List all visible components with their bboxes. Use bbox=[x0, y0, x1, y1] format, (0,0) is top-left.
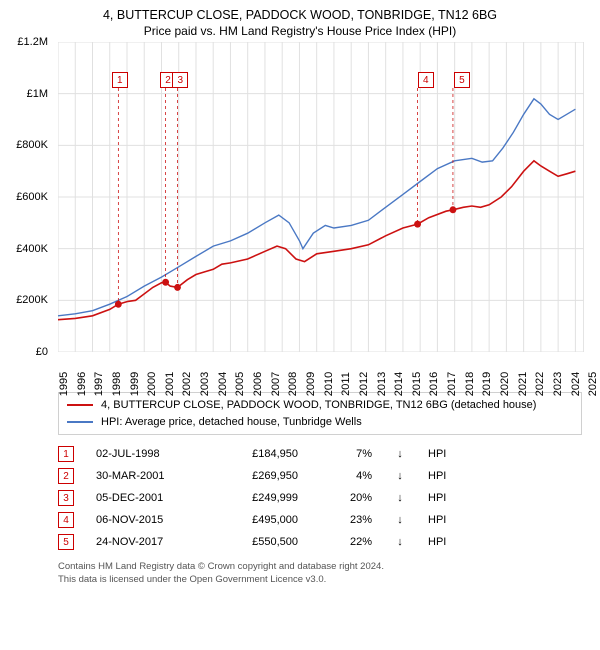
legend-label: HPI: Average price, detached house, Tunb… bbox=[101, 414, 362, 431]
x-tick-label: 2023 bbox=[552, 372, 564, 396]
x-tick-label: 2021 bbox=[517, 372, 529, 396]
sale-date: 30-MAR-2001 bbox=[96, 470, 196, 482]
x-tick-label: 2013 bbox=[376, 372, 388, 396]
footer-line-2: This data is licensed under the Open Gov… bbox=[58, 574, 582, 587]
down-arrow-icon: ↓ bbox=[394, 448, 406, 460]
chart-svg bbox=[58, 42, 584, 352]
sale-date: 05-DEC-2001 bbox=[96, 492, 196, 504]
sale-marker-3: 3 bbox=[172, 72, 188, 88]
title-subtitle: Price paid vs. HM Land Registry's House … bbox=[6, 24, 594, 38]
sale-index-box: 3 bbox=[58, 490, 74, 506]
footer-attribution: Contains HM Land Registry data © Crown c… bbox=[58, 561, 582, 587]
y-tick-label: £1.2M bbox=[17, 36, 48, 48]
sale-price: £249,999 bbox=[218, 492, 298, 504]
down-arrow-icon: ↓ bbox=[394, 514, 406, 526]
sale-row: 4 06-NOV-2015 £495,000 23% ↓ HPI bbox=[58, 509, 582, 531]
y-tick-label: £200K bbox=[16, 294, 48, 306]
y-tick-label: £800K bbox=[16, 139, 48, 151]
x-tick-label: 2022 bbox=[534, 372, 546, 396]
sale-hpi-label: HPI bbox=[428, 448, 458, 460]
sale-price: £550,500 bbox=[218, 536, 298, 548]
sale-hpi-label: HPI bbox=[428, 536, 458, 548]
sale-marker-4: 4 bbox=[418, 72, 434, 88]
sales-table: 1 02-JUL-1998 £184,950 7% ↓ HPI 2 30-MAR-2001 £2… bbox=[58, 443, 582, 553]
x-tick-label: 1996 bbox=[76, 372, 88, 396]
sale-pct: 22% bbox=[320, 536, 372, 548]
legend-row: HPI: Average price, detached house, Tunb… bbox=[67, 414, 573, 431]
x-tick-label: 2005 bbox=[234, 372, 246, 396]
x-tick-label: 2006 bbox=[252, 372, 264, 396]
x-tick-label: 2009 bbox=[305, 372, 317, 396]
legend-row: 4, BUTTERCUP CLOSE, PADDOCK WOOD, TONBRI… bbox=[67, 397, 573, 414]
x-tick-label: 2003 bbox=[199, 372, 211, 396]
x-tick-label: 2002 bbox=[181, 372, 193, 396]
x-tick-label: 2016 bbox=[428, 372, 440, 396]
x-tick-label: 2001 bbox=[164, 372, 176, 396]
y-tick-label: £600K bbox=[16, 191, 48, 203]
x-tick-label: 2012 bbox=[358, 372, 370, 396]
sale-pct: 4% bbox=[320, 470, 372, 482]
legend-swatch bbox=[67, 404, 93, 406]
x-tick-label: 2014 bbox=[393, 372, 405, 396]
x-tick-label: 1997 bbox=[93, 372, 105, 396]
legend-label: 4, BUTTERCUP CLOSE, PADDOCK WOOD, TONBRI… bbox=[101, 397, 536, 414]
x-tick-label: 2025 bbox=[587, 372, 599, 396]
sale-row: 1 02-JUL-1998 £184,950 7% ↓ HPI bbox=[58, 443, 582, 465]
y-tick-label: £1M bbox=[27, 88, 48, 100]
down-arrow-icon: ↓ bbox=[394, 536, 406, 548]
sale-hpi-label: HPI bbox=[428, 514, 458, 526]
y-tick-label: £400K bbox=[16, 243, 48, 255]
x-tick-label: 2000 bbox=[146, 372, 158, 396]
sale-date: 02-JUL-1998 bbox=[96, 448, 196, 460]
sale-row: 3 05-DEC-2001 £249,999 20% ↓ HPI bbox=[58, 487, 582, 509]
sale-index-box: 2 bbox=[58, 468, 74, 484]
x-tick-label: 1999 bbox=[129, 372, 141, 396]
sale-index-box: 5 bbox=[58, 534, 74, 550]
sale-index-box: 1 bbox=[58, 446, 74, 462]
down-arrow-icon: ↓ bbox=[394, 470, 406, 482]
x-tick-label: 2018 bbox=[464, 372, 476, 396]
x-tick-label: 2019 bbox=[481, 372, 493, 396]
x-tick-label: 2008 bbox=[287, 372, 299, 396]
sale-row: 2 30-MAR-2001 £269,950 4% ↓ HPI bbox=[58, 465, 582, 487]
x-tick-label: 1995 bbox=[58, 372, 70, 396]
x-tick-label: 2004 bbox=[217, 372, 229, 396]
legend-swatch bbox=[67, 421, 93, 423]
legend: 4, BUTTERCUP CLOSE, PADDOCK WOOD, TONBRI… bbox=[58, 392, 582, 435]
sale-pct: 7% bbox=[320, 448, 372, 460]
down-arrow-icon: ↓ bbox=[394, 492, 406, 504]
x-tick-label: 2011 bbox=[340, 372, 352, 396]
sale-price: £184,950 bbox=[218, 448, 298, 460]
x-tick-label: 2017 bbox=[446, 372, 458, 396]
sale-date: 24-NOV-2017 bbox=[96, 536, 196, 548]
x-tick-label: 1998 bbox=[111, 372, 123, 396]
footer-line-1: Contains HM Land Registry data © Crown c… bbox=[58, 561, 582, 574]
sale-marker-5: 5 bbox=[454, 72, 470, 88]
sale-price: £495,000 bbox=[218, 514, 298, 526]
y-tick-label: £0 bbox=[36, 346, 48, 358]
x-tick-label: 2007 bbox=[270, 372, 282, 396]
title-address: 4, BUTTERCUP CLOSE, PADDOCK WOOD, TONBRI… bbox=[6, 8, 594, 22]
sale-hpi-label: HPI bbox=[428, 470, 458, 482]
sale-price: £269,950 bbox=[218, 470, 298, 482]
sale-pct: 23% bbox=[320, 514, 372, 526]
sale-index-box: 4 bbox=[58, 512, 74, 528]
x-tick-label: 2024 bbox=[570, 372, 582, 396]
sale-row: 5 24-NOV-2017 £550,500 22% ↓ HPI bbox=[58, 531, 582, 553]
sale-pct: 20% bbox=[320, 492, 372, 504]
sale-date: 06-NOV-2015 bbox=[96, 514, 196, 526]
x-tick-label: 2020 bbox=[499, 372, 511, 396]
x-tick-label: 2010 bbox=[323, 372, 335, 396]
x-tick-label: 2015 bbox=[411, 372, 423, 396]
chart-area: £0£200K£400K£600K£800K£1M£1.2M 12345 199… bbox=[6, 42, 594, 386]
sale-marker-1: 1 bbox=[112, 72, 128, 88]
sale-hpi-label: HPI bbox=[428, 492, 458, 504]
